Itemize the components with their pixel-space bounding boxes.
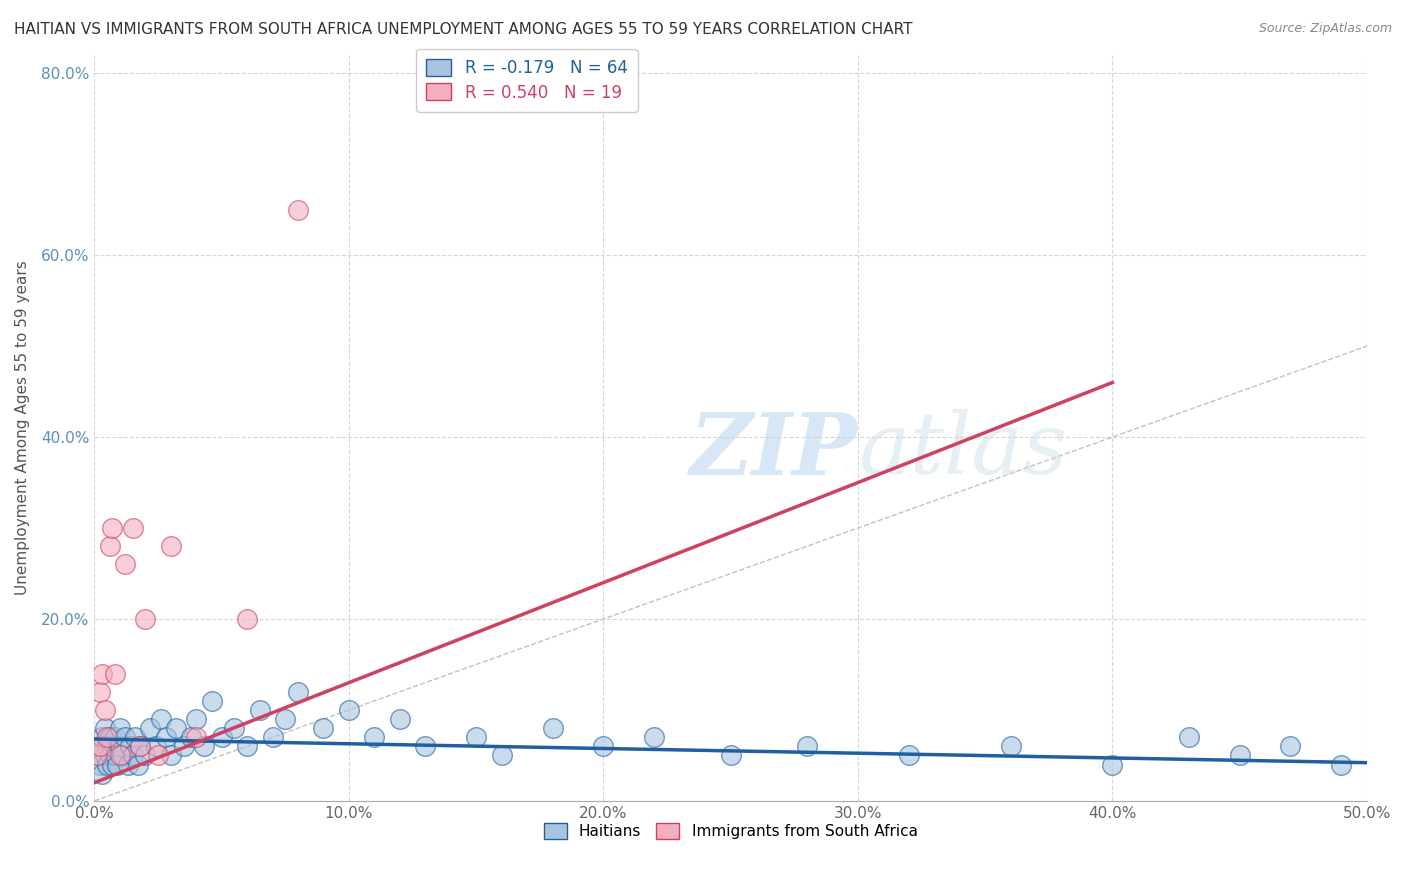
Point bbox=[224, 721, 246, 735]
Point bbox=[159, 748, 181, 763]
Point bbox=[388, 712, 411, 726]
Text: Source: ZipAtlas.com: Source: ZipAtlas.com bbox=[1258, 22, 1392, 36]
Point bbox=[89, 739, 111, 754]
Point bbox=[1279, 739, 1302, 754]
Point bbox=[249, 703, 271, 717]
Point bbox=[796, 739, 818, 754]
Point bbox=[93, 703, 115, 717]
Point bbox=[274, 712, 297, 726]
Text: ZIP: ZIP bbox=[690, 409, 858, 492]
Point bbox=[129, 739, 152, 754]
Point bbox=[91, 666, 114, 681]
Point bbox=[101, 739, 124, 754]
Point bbox=[541, 721, 564, 735]
Point bbox=[108, 721, 131, 735]
Point bbox=[104, 748, 127, 763]
Point bbox=[98, 539, 121, 553]
Point bbox=[139, 721, 162, 735]
Point bbox=[465, 730, 488, 744]
Point bbox=[114, 730, 136, 744]
Point bbox=[1177, 730, 1199, 744]
Point bbox=[96, 730, 118, 744]
Point bbox=[105, 757, 128, 772]
Point bbox=[1330, 757, 1353, 772]
Point bbox=[129, 739, 152, 754]
Point bbox=[186, 712, 208, 726]
Text: atlas: atlas bbox=[858, 409, 1067, 491]
Point bbox=[93, 721, 115, 735]
Point bbox=[101, 757, 124, 772]
Point bbox=[108, 748, 131, 763]
Point bbox=[86, 748, 108, 763]
Point bbox=[287, 685, 309, 699]
Point bbox=[643, 730, 665, 744]
Point bbox=[200, 694, 222, 708]
Text: HAITIAN VS IMMIGRANTS FROM SOUTH AFRICA UNEMPLOYMENT AMONG AGES 55 TO 59 YEARS C: HAITIAN VS IMMIGRANTS FROM SOUTH AFRICA … bbox=[14, 22, 912, 37]
Point bbox=[91, 766, 114, 780]
Point bbox=[592, 739, 614, 754]
Point bbox=[363, 730, 385, 744]
Point bbox=[186, 730, 208, 744]
Point bbox=[134, 748, 156, 763]
Point bbox=[165, 721, 187, 735]
Point bbox=[1229, 748, 1251, 763]
Point bbox=[91, 730, 114, 744]
Point bbox=[93, 748, 115, 763]
Point bbox=[337, 703, 360, 717]
Point bbox=[134, 612, 156, 626]
Point bbox=[89, 739, 111, 754]
Point bbox=[236, 612, 259, 626]
Point bbox=[211, 730, 233, 744]
Point bbox=[312, 721, 335, 735]
Point bbox=[124, 730, 146, 744]
Point bbox=[127, 757, 149, 772]
Point bbox=[145, 739, 167, 754]
Y-axis label: Unemployment Among Ages 55 to 59 years: Unemployment Among Ages 55 to 59 years bbox=[15, 260, 30, 595]
Point bbox=[108, 739, 131, 754]
Point bbox=[287, 202, 309, 217]
Point bbox=[173, 739, 195, 754]
Point bbox=[117, 757, 139, 772]
Point bbox=[180, 730, 202, 744]
Point bbox=[1000, 739, 1022, 754]
Point bbox=[120, 739, 142, 754]
Point bbox=[1101, 757, 1123, 772]
Point bbox=[193, 739, 215, 754]
Point bbox=[159, 539, 181, 553]
Point bbox=[262, 730, 284, 744]
Point bbox=[89, 685, 111, 699]
Point bbox=[89, 757, 111, 772]
Point bbox=[96, 757, 118, 772]
Legend: Haitians, Immigrants from South Africa: Haitians, Immigrants from South Africa bbox=[537, 817, 924, 846]
Point bbox=[86, 748, 108, 763]
Point bbox=[121, 521, 143, 535]
Point bbox=[111, 748, 134, 763]
Point bbox=[146, 748, 169, 763]
Point bbox=[114, 558, 136, 572]
Point bbox=[897, 748, 920, 763]
Point bbox=[98, 730, 121, 744]
Point bbox=[101, 521, 124, 535]
Point bbox=[104, 730, 127, 744]
Point bbox=[104, 666, 127, 681]
Point bbox=[96, 739, 118, 754]
Point bbox=[98, 748, 121, 763]
Point bbox=[413, 739, 436, 754]
Point bbox=[155, 730, 177, 744]
Point bbox=[491, 748, 513, 763]
Point bbox=[236, 739, 259, 754]
Point bbox=[720, 748, 742, 763]
Point bbox=[121, 748, 143, 763]
Point bbox=[149, 712, 172, 726]
